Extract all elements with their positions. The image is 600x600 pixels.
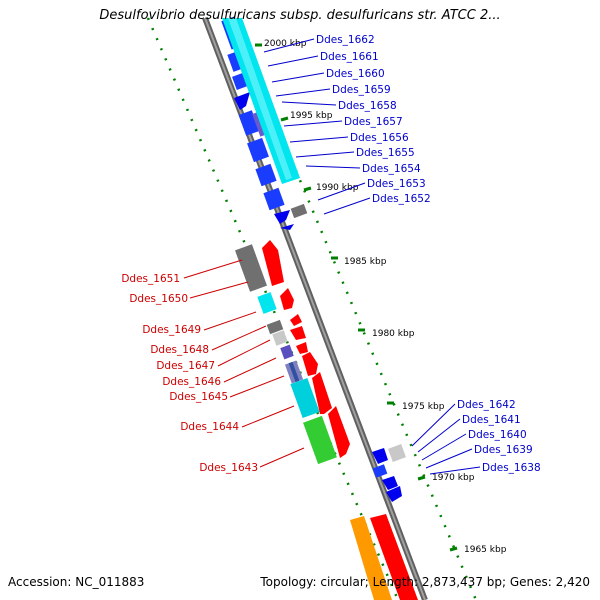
scale-label: 1990 kbp <box>316 183 359 193</box>
gene-label-ddes-1640[interactable]: Ddes_1640 <box>468 429 527 441</box>
gene-label-ddes-1645[interactable]: Ddes_1645 <box>169 391 228 403</box>
feature-arrow <box>386 486 402 502</box>
feature-arrow <box>274 210 290 224</box>
scale-label: 1995 kbp <box>290 111 333 121</box>
gene-label-ddes-1662[interactable]: Ddes_1662 <box>316 34 375 46</box>
genome-summary-text: Topology: circular; Length: 2,873,437 bp… <box>260 575 590 589</box>
gene-label-ddes-1659[interactable]: Ddes_1659 <box>332 84 391 96</box>
gene-label-ddes-1653[interactable]: Ddes_1653 <box>367 178 426 190</box>
gene-label-ddes-1656[interactable]: Ddes_1656 <box>350 132 409 144</box>
gene-label-ddes-1648[interactable]: Ddes_1648 <box>150 344 209 356</box>
gene-label-ddes-1639[interactable]: Ddes_1639 <box>474 444 533 456</box>
gene-label-ddes-1643[interactable]: Ddes_1643 <box>199 462 258 474</box>
gene-label-ddes-1638[interactable]: Ddes_1638 <box>482 462 541 474</box>
feature-arrow <box>382 476 398 490</box>
forward-label-connectors <box>183 259 305 468</box>
gene-label-ddes-1658[interactable]: Ddes_1658 <box>338 100 397 112</box>
gene-label-ddes-1652[interactable]: Ddes_1652 <box>372 193 431 205</box>
gene-label-ddes-1654[interactable]: Ddes_1654 <box>362 163 421 175</box>
scale-label: 1965 kbp <box>464 545 507 555</box>
feature-block <box>288 361 300 383</box>
reverse-label-connectors <box>263 38 481 475</box>
scale-label: 1975 kbp <box>402 402 445 412</box>
gene-label-ddes-1660[interactable]: Ddes_1660 <box>326 68 385 80</box>
cds-forward-middle-cluster <box>235 240 350 465</box>
feature-block <box>238 110 260 136</box>
feature-block <box>263 187 285 211</box>
feature-arrow <box>290 326 306 340</box>
feature-block <box>255 163 277 187</box>
feature-arrow <box>262 240 284 286</box>
feature-arrow <box>290 314 302 326</box>
gene-label-ddes-1651[interactable]: Ddes_1651 <box>121 273 180 285</box>
feature-block <box>290 203 308 219</box>
scale-label: 1985 kbp <box>344 257 387 267</box>
gene-label-ddes-1644[interactable]: Ddes_1644 <box>180 421 239 433</box>
feature-block <box>303 415 337 465</box>
scale-label: 1970 kbp <box>432 473 475 483</box>
scale-label: 1980 kbp <box>372 329 415 339</box>
feature-block <box>290 378 320 418</box>
feature-block <box>247 137 269 163</box>
gene-label-ddes-1646[interactable]: Ddes_1646 <box>162 376 221 388</box>
feature-block <box>388 444 406 462</box>
feature-block <box>280 344 294 360</box>
cyan-feature-highlight <box>228 18 292 180</box>
orange-feature <box>350 516 392 600</box>
feature-arrow <box>370 514 418 600</box>
gene-label-ddes-1642[interactable]: Ddes_1642 <box>457 399 516 411</box>
feature-arrow <box>234 92 250 110</box>
feature-block <box>257 292 277 314</box>
accession-text: Accession: NC_011883 <box>8 575 145 589</box>
map-title: Desulfovibrio desulfuricans subsp. desul… <box>99 8 501 23</box>
feature-arrow <box>280 288 294 310</box>
cds-reverse-lower-cluster <box>372 444 406 502</box>
gene-label-ddes-1650[interactable]: Ddes_1650 <box>129 293 188 305</box>
gene-label-ddes-1649[interactable]: Ddes_1649 <box>142 324 201 336</box>
feature-block <box>272 330 288 346</box>
feature-arrow <box>280 224 294 230</box>
feature-block <box>235 244 267 292</box>
gene-label-ddes-1661[interactable]: Ddes_1661 <box>320 51 379 63</box>
gene-label-ddes-1647[interactable]: Ddes_1647 <box>156 360 215 372</box>
scale-label: 2000 kbp <box>264 39 307 49</box>
feature-arrow <box>328 406 350 458</box>
feature-block <box>372 464 388 478</box>
feature-arrow <box>312 372 332 414</box>
feature-arrow <box>296 342 308 354</box>
major-ticks <box>255 43 458 552</box>
feature-arrow <box>372 448 388 464</box>
feature-arrow <box>302 352 318 376</box>
gene-label-ddes-1657[interactable]: Ddes_1657 <box>344 116 403 128</box>
gene-label-ddes-1641[interactable]: Ddes_1641 <box>462 414 521 426</box>
feature-block <box>266 319 284 335</box>
gene-label-ddes-1655[interactable]: Ddes_1655 <box>356 147 415 159</box>
